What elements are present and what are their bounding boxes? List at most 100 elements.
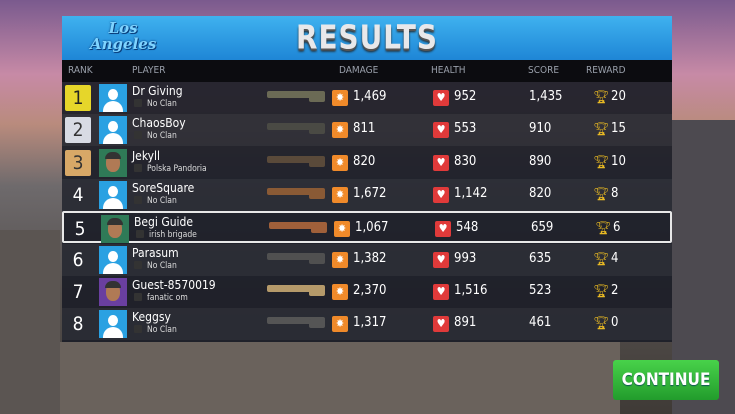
player-avatar <box>101 215 129 244</box>
clan-icon <box>134 131 142 140</box>
score-value: 635 <box>529 250 552 266</box>
column-headers: RANK PLAYER DAMAGE HEALTH SCORE REWARD <box>62 60 672 82</box>
player-avatar <box>99 277 127 306</box>
player-clan: No Clan <box>134 260 177 271</box>
table-row[interactable]: 6 Parasum No Clan ✸ 1,382 ♥ 993 635 🏆︎ 4 <box>62 243 672 276</box>
trophy-icon: 🏆︎ <box>595 221 612 237</box>
table-row[interactable]: 7 Guest-8570019 fanatic om ✸ 2,370 ♥ 1,5… <box>62 276 672 308</box>
trophy-icon: 🏆︎ <box>593 283 610 299</box>
damage-icon: ✸ <box>332 122 348 139</box>
health-value: 830 <box>454 153 477 169</box>
player-clan: No Clan <box>134 131 177 141</box>
damage-icon: ✸ <box>332 283 348 300</box>
player-clan: No Clan <box>134 195 177 206</box>
damage-icon: ✸ <box>334 221 350 238</box>
health-value: 1,142 <box>454 185 488 201</box>
reward-value: 15 <box>611 121 626 137</box>
health-heart-icon: ♥ <box>433 283 449 300</box>
reward-value: 6 <box>613 220 621 236</box>
reward-value: 20 <box>611 89 626 104</box>
health-value: 993 <box>454 250 477 266</box>
clan-icon <box>134 292 142 301</box>
damage-value: 1,317 <box>353 315 387 331</box>
damage-icon: ✸ <box>332 186 348 203</box>
player-name: Parasum <box>132 245 179 260</box>
results-header: Los Angeles RESULTS <box>62 16 672 60</box>
score-value: 1,435 <box>529 89 563 104</box>
rank-badge: 4 <box>72 183 84 206</box>
trophy-icon: 🏆︎ <box>593 251 610 267</box>
rank-badge: 8 <box>72 313 84 336</box>
col-rank: RANK <box>68 65 93 76</box>
table-row[interactable]: 1 Dr Giving No Clan ✸ 1,469 ♥ 952 1,435 … <box>62 82 672 114</box>
table-row[interactable]: 2 ChaosBoy No Clan ✸ 811 ♥ 553 910 🏆︎ 15 <box>62 114 672 147</box>
health-value: 1,516 <box>454 282 488 298</box>
table-row[interactable]: 4 SoreSquare No Clan ✸ 1,672 ♥ 1,142 820… <box>62 178 672 211</box>
page-title: RESULTS <box>295 19 439 57</box>
rank-badge: 3 <box>65 149 91 176</box>
weapon-icon <box>269 222 327 234</box>
health-heart-icon: ♥ <box>433 251 449 268</box>
col-score: SCORE <box>528 65 560 76</box>
trophy-icon: 🏆︎ <box>593 186 610 202</box>
player-name: Keggsy <box>132 310 171 325</box>
background-building <box>0 230 60 414</box>
health-value: 553 <box>454 121 477 137</box>
weapon-icon <box>267 284 325 296</box>
player-name: Guest-8570019 <box>132 277 216 292</box>
player-avatar <box>99 310 127 339</box>
rank-badge: 2 <box>65 117 91 144</box>
results-panel: Los Angeles RESULTS RANK PLAYER DAMAGE HE… <box>62 16 672 342</box>
score-value: 523 <box>529 282 552 298</box>
health-value: 548 <box>456 220 479 236</box>
table-row[interactable]: 8 Keggsy No Clan ✸ 1,317 ♥ 891 461 🏆︎ 0 <box>62 308 672 341</box>
player-name: Begi Guide <box>134 215 194 230</box>
player-avatar <box>99 148 127 177</box>
reward-value: 0 <box>611 315 619 331</box>
los-angeles-logo: Los Angeles <box>90 19 157 53</box>
health-heart-icon: ♥ <box>433 90 449 106</box>
weapon-icon <box>267 252 325 264</box>
table-row[interactable]: 3 Jekyll Polska Pandoria ✸ 820 ♥ 830 890… <box>62 147 672 179</box>
trophy-icon: 🏆︎ <box>593 90 610 105</box>
health-heart-icon: ♥ <box>433 316 449 333</box>
player-avatar <box>99 245 127 274</box>
background-building <box>60 342 620 414</box>
table-row[interactable]: 5 Begi Guide irish brigade ✸ 1,067 ♥ 548… <box>62 211 672 244</box>
player-clan: No Clan <box>134 99 177 109</box>
health-heart-icon: ♥ <box>433 154 449 171</box>
rank-badge: 5 <box>74 218 86 241</box>
player-name: ChaosBoy <box>132 116 186 131</box>
col-player: PLAYER <box>132 65 166 76</box>
clan-icon <box>134 325 142 334</box>
health-value: 952 <box>454 89 477 104</box>
rank-badge: 7 <box>72 280 84 303</box>
rank-badge: 6 <box>72 248 84 271</box>
score-value: 820 <box>529 185 552 201</box>
col-reward: REWARD <box>586 65 626 76</box>
weapon-icon <box>267 155 325 167</box>
score-value: 659 <box>531 220 554 236</box>
damage-icon: ✸ <box>332 154 348 171</box>
trophy-icon: 🏆︎ <box>593 122 610 138</box>
player-name: Dr Giving <box>132 84 183 98</box>
col-health: HEALTH <box>431 65 466 76</box>
health-heart-icon: ♥ <box>433 122 449 139</box>
clan-icon <box>134 99 142 107</box>
weapon-icon <box>267 91 325 102</box>
continue-button[interactable]: CONTINUE <box>613 360 719 400</box>
score-value: 890 <box>529 153 552 169</box>
damage-icon: ✸ <box>332 316 348 333</box>
damage-value: 1,067 <box>355 220 389 236</box>
damage-value: 1,672 <box>353 185 387 201</box>
rank-badge: 1 <box>65 85 91 111</box>
clan-icon <box>136 230 144 239</box>
health-heart-icon: ♥ <box>433 186 449 203</box>
player-avatar <box>99 84 127 112</box>
weapon-icon <box>267 187 325 199</box>
trophy-icon: 🏆︎ <box>593 316 610 332</box>
damage-value: 2,370 <box>353 282 387 298</box>
damage-icon: ✸ <box>332 251 348 268</box>
player-clan: irish brigade <box>136 230 197 240</box>
clan-icon <box>134 163 142 172</box>
